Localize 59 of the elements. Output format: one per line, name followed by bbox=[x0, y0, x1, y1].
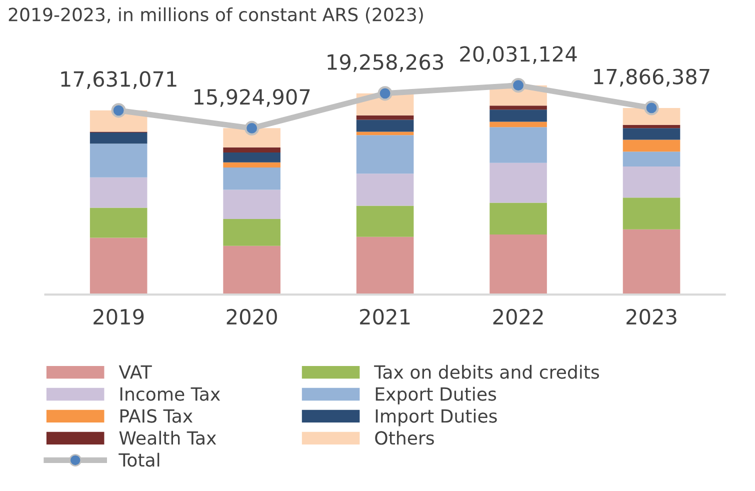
bar bbox=[622, 229, 680, 295]
bar bbox=[356, 206, 414, 237]
point bbox=[244, 120, 260, 136]
bar bbox=[490, 162, 547, 203]
bar bbox=[90, 208, 148, 238]
x-tick-label: 2021 bbox=[360, 308, 410, 325]
legend-label: Wealth Tax bbox=[119, 430, 216, 445]
bar bbox=[622, 198, 680, 230]
legend-label: VAT bbox=[118, 365, 152, 379]
point bbox=[111, 103, 126, 118]
text: 2019-2023, in millions of constant ARS (2023) bbox=[8, 7, 423, 24]
legend-label: Import Duties bbox=[376, 408, 497, 426]
bar bbox=[622, 108, 680, 125]
bar bbox=[356, 115, 414, 120]
bar bbox=[223, 218, 280, 246]
bar bbox=[90, 238, 148, 295]
bar bbox=[622, 128, 680, 140]
legend-label: Income Tax bbox=[120, 387, 220, 401]
x-tick-label: 2022 bbox=[493, 308, 543, 325]
x-tick-label: 2023 bbox=[626, 308, 676, 325]
legend-label: Others bbox=[375, 430, 434, 445]
x-tick-label: 2019 bbox=[94, 308, 144, 325]
bar bbox=[356, 132, 414, 136]
legend-label: Export Duties bbox=[376, 386, 496, 404]
bar bbox=[223, 246, 280, 295]
bar bbox=[490, 127, 547, 163]
data-label: 17,866,387 bbox=[594, 68, 710, 87]
bar bbox=[490, 122, 547, 128]
bar bbox=[223, 190, 280, 219]
bar bbox=[223, 147, 280, 153]
data-label: 17,631,071 bbox=[61, 71, 176, 90]
bar bbox=[356, 236, 414, 295]
bar bbox=[356, 120, 414, 132]
bar bbox=[490, 106, 547, 110]
legend-label: PAIS Tax bbox=[120, 409, 192, 423]
bar bbox=[223, 128, 280, 148]
bar bbox=[622, 152, 680, 167]
legend-label: Tax on debits and credits bbox=[374, 364, 600, 379]
data-label: 20,031,124 bbox=[460, 46, 577, 64]
bar bbox=[223, 152, 280, 162]
bar bbox=[356, 174, 414, 206]
bar bbox=[223, 167, 280, 190]
bar bbox=[622, 140, 680, 152]
bar bbox=[490, 110, 547, 122]
legend-label: Total bbox=[118, 452, 160, 467]
x-tick-label: 2020 bbox=[226, 308, 277, 325]
bar bbox=[90, 144, 148, 178]
bar bbox=[490, 202, 547, 235]
data-label: 19,258,263 bbox=[328, 54, 444, 72]
point bbox=[378, 86, 392, 101]
data-label: 15,924,907 bbox=[194, 88, 310, 107]
bar bbox=[90, 132, 148, 144]
point bbox=[644, 100, 659, 116]
bar bbox=[490, 234, 547, 295]
bar bbox=[356, 135, 414, 174]
bar bbox=[622, 166, 680, 198]
bar bbox=[90, 177, 148, 208]
point bbox=[510, 78, 526, 93]
bar bbox=[223, 162, 280, 168]
